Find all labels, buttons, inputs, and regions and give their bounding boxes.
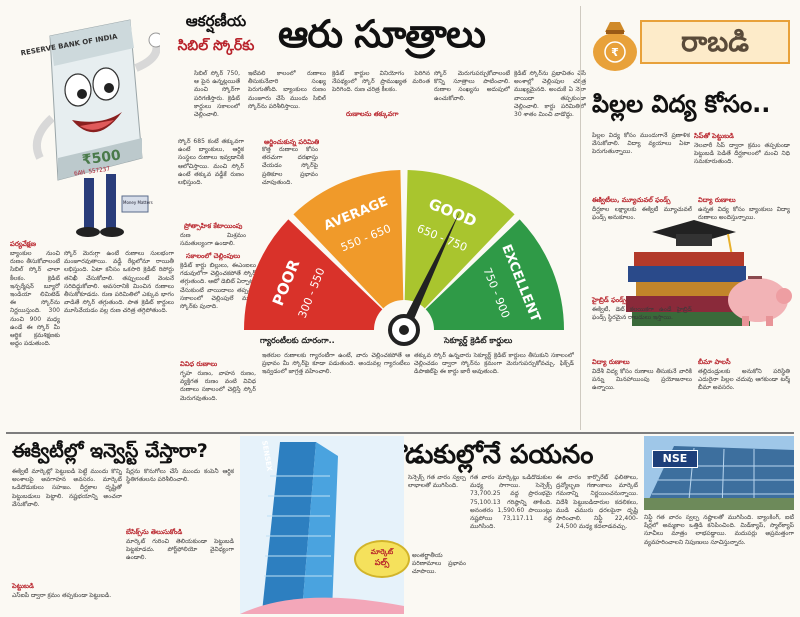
education-savings-illustration: [624, 212, 794, 330]
masthead-box: రాబడి: [640, 20, 790, 64]
rupee-mascot-illustration: RESERVE BANK OF INDIA ₹500 6AH 557237 Mo…: [10, 8, 164, 240]
article-text-block: ఇటీవలి కాలంలో రుణాలు తీసుకునేవారి సంఖ్య …: [248, 70, 326, 110]
section-subhead: అర్జించుకున్న పరిమితి: [264, 138, 320, 146]
headline-kicker: ఆకర్షణీయ సిబిల్ స్కోర్‌కు: [160, 12, 272, 57]
nse-logo-icon: NSE: [652, 450, 698, 468]
article-text-block: ఈక్విటీ మార్కెట్లో పెట్టుబడి పెట్టే ముంద…: [12, 468, 122, 508]
article-text-block: గృహ రుణం, వాహన రుణం, వ్యక్తిగత రుణం వంటి…: [180, 370, 256, 402]
kicker-line1: ఆకర్షణీయ: [185, 12, 247, 30]
bottom-left-headline: ఈక్విటీల్లో ఇన్వెస్ట్ చేస్తారా?: [12, 440, 208, 462]
article-text-block: ఈ వారం కార్పొరేట్ ఫలితాలు, ద్రవ్యోల్బణ గ…: [556, 474, 638, 531]
kicker-line2: సిబిల్ స్కోర్‌కు: [177, 38, 255, 54]
article-text-block: ఇతరుల రుణాలకు గ్యారంటీగా ఉంటే, వారు చెల్…: [262, 352, 410, 376]
article-text-block: తల్లిదండ్రులకు అనుకోని పరిస్థితి ఎదురైనా…: [698, 368, 790, 392]
article-text-block: క్రెడిట్ కార్డుల వినియోగం పెరిగిన నేపథ్య…: [332, 70, 430, 94]
nse-building-photo: [644, 436, 794, 510]
gauge-segment-excellent: [425, 219, 564, 330]
article-text-block: గత వారం మార్కెట్లు ఒడిదొడుకుల మధ్య సాగాయ…: [470, 474, 552, 531]
market-pulse-badge: మార్కెట్ పల్స్: [354, 540, 410, 578]
credit-score-gauge: POOR 300 - 550 AVERAGE 550 - 650 GOOD 650 - 7…: [236, 140, 572, 350]
badge-line1: మార్కెట్: [370, 548, 394, 556]
masthead-title: రాబడి: [681, 25, 749, 58]
figure-value: 73,117.11: [502, 515, 534, 523]
sensex-building-illustration: [240, 436, 404, 614]
article-text-block: అంతర్జాతీయ పరిణామాలు ప్రభావం చూపాయి.: [412, 552, 466, 576]
gauge-needle: [399, 210, 461, 333]
gauge-segment-poor: [244, 219, 383, 330]
article-text-block: క్రెడిట్ స్కోర్‌ను ప్రభావితం చేసే అంశాల్…: [514, 70, 586, 119]
article-text-block: బ్యాంకుల నుంచి రుణం తీసుకోవాలంటే సిబిల్ …: [10, 250, 60, 348]
figure-value: 1,590.60: [497, 506, 525, 514]
article-text-block: నిఫ్టీ గత వారం స్వల్ప నష్టాలతో ముగిసింది…: [644, 514, 794, 546]
column-divider: [580, 6, 581, 430]
section-subhead: బీమా పాలసీ: [698, 358, 731, 366]
section-subhead: వివిధ రుణాలు: [180, 360, 218, 368]
gauge-left-tag: గ్యారంటీలకు దూరంగా..: [260, 336, 335, 345]
badge-line2: పల్స్: [374, 558, 390, 567]
article-text-block: సెన్సెక్స్ గత వారం స్వల్ప లాభాలతో ముగిసి…: [408, 474, 466, 490]
section-subhead: సకాలంలో చెల్లింపులు: [186, 252, 241, 260]
top-headline: ఆరు సూత్రాలు: [278, 12, 486, 56]
article-text-block: సిబిల్ స్కోర్ 750, ఆ పైన ఉన్నట్లయితే మంచ…: [194, 70, 240, 119]
article-text-block: క్రెడిట్ కార్డు బిల్లులు, ఈఎంఐలు గడువులో…: [180, 262, 256, 311]
lead-caption: పర్యవేక్షణ: [10, 240, 36, 248]
section-subhead: రుణాలను తక్కువగా: [346, 110, 399, 118]
article-text-block: షేర్లను కొనుగోలు చేసే ముందు కంపెనీ ఆర్థి…: [126, 468, 234, 484]
article-text-block: దీర్ఘకాల లక్ష్యాలకు ఈక్విటీ మ్యూచువల్ ఫం…: [592, 206, 692, 222]
section-subhead: ఈక్విటీలు, మ్యూచువల్ ఫండ్స్: [592, 196, 671, 204]
section-subhead: హైబ్రిడ్ ఫండ్స్: [592, 296, 627, 304]
gauge-right-tag: సెక్యూర్డ్ క్రెడిట్ కార్డులు: [444, 336, 513, 345]
figure-value: 75,100.13: [470, 498, 501, 506]
gauge-segment-average: [293, 170, 404, 309]
money-bag-icon: ₹: [590, 10, 640, 72]
article-text-block: ఈక్విటీ, డెట్ కలయికగా ఉండే హైబ్రిడ్ ఫండ్…: [592, 306, 692, 322]
section-subhead: విద్యా రుణాలు: [698, 196, 736, 204]
article-text-block: స్కోర్ మెరుగ్గా ఉంటే రుణాలు సులభంగా మంజూ…: [64, 250, 174, 315]
article-text-block: కొత్త రుణాలు కోసం తరచుగా దరఖాస్తు చేయడం …: [262, 146, 318, 186]
nse-logo-text: NSE: [662, 452, 688, 465]
section-subhead: విద్యా రుణాలు: [592, 358, 630, 366]
article-text-block: ఉన్నత విద్య కోసం బ్యాంకులు విద్యా రుణాలు…: [698, 206, 790, 222]
svg-text:₹: ₹: [611, 46, 619, 59]
section-subhead: ప్రోత్సాహిక కేటాయింపు: [184, 222, 243, 230]
briefcase-label: Money Matters: [123, 200, 153, 205]
article-text-block: స్కోర్ 685 కంటే తక్కువగా ఉంటే బ్యాంకులు,…: [178, 138, 244, 187]
figure-value: 73,700.25: [470, 490, 501, 498]
section-subhead: పెట్టుబడి: [12, 582, 34, 590]
article-text-block: స్కోర్ మెరుగుపర్చుకోవాలంటే కొన్ని సూత్రా…: [434, 70, 510, 102]
article-text-block: విదేశీ విద్య కోసం రుణాలు తీసుకునే వారికి…: [592, 368, 692, 392]
section-divider: [6, 432, 794, 434]
section-subhead: బేసిక్స్‌ను తెలుసుకోండి: [126, 528, 183, 536]
article-text-block: ఎస్ఐపీ ద్వారా క్రమం తప్పకుండా పెట్టుబడి.: [12, 592, 112, 599]
article-text-block: రుణ మిశ్రమం సమతుల్యంగా ఉండాలి.: [180, 232, 246, 248]
article-text-block: నెలవారీ సిప్ ద్వారా క్రమం తప్పకుండా పెట్…: [694, 142, 790, 166]
article-text-block: తక్కువ స్కోర్ ఉన్నవారు సెక్యూర్డ్ క్రెడి…: [414, 352, 574, 376]
article-text-block: మార్కెట్ గురించి తెలియకుండా పెట్టుబడి పె…: [126, 538, 234, 562]
gauge-hub-center: [399, 325, 409, 335]
right-headline: పిల్లల విద్య కోసం..: [592, 90, 771, 118]
section-subhead: సిప్‌తో పెట్టుబడి: [694, 132, 734, 140]
article-text-block: పిల్లల విద్య కోసం ముందుగానే ప్రణాళిక వేస…: [592, 132, 690, 156]
